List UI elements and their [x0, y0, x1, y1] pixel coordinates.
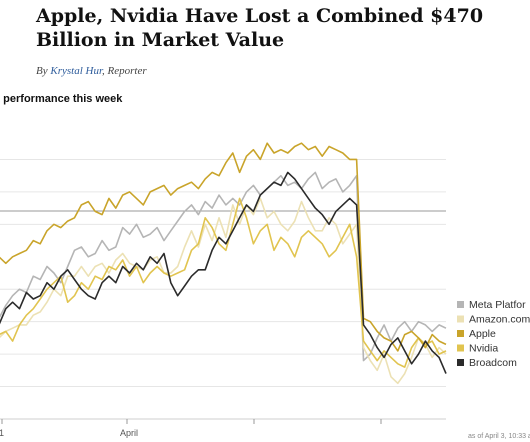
- legend-label: Apple: [469, 328, 496, 340]
- chart-title: k performance this week: [0, 93, 123, 105]
- x-axis-ticks: ch 31 April: [0, 419, 382, 438]
- author-link[interactable]: Krystal Hur: [50, 65, 103, 77]
- legend-swatch: [457, 301, 464, 308]
- legend: Meta Platfor Amazon.com Apple Nvidia Broadco…: [457, 299, 530, 369]
- legend-label: Meta Platfor: [469, 299, 526, 311]
- legend-swatch: [457, 315, 464, 323]
- series-line-meta-platfor: [0, 171, 447, 362]
- author-role: , Reporter: [102, 65, 147, 77]
- byline: By Krystal Hur, Reporter: [36, 65, 147, 77]
- legend-label: Broadcom: [469, 357, 517, 369]
- headline: Apple, Nvidia Have Lost a Combined $470 …: [36, 5, 484, 51]
- legend-swatch: [457, 359, 464, 366]
- legend-label: Nvidia: [469, 343, 498, 355]
- legend-swatch: [457, 344, 464, 352]
- gridlines: [0, 158, 446, 388]
- legend-swatch: [457, 330, 464, 337]
- byline-prefix: By: [36, 65, 51, 77]
- series-line-nvidia: [0, 197, 447, 368]
- series-line-apple: [0, 142, 447, 352]
- series-lines: [0, 142, 447, 385]
- source-footnote: as of April 3, 10:33 a.m.: [468, 433, 530, 440]
- series-line-amazon-com: [0, 197, 447, 385]
- x-tick-label: April: [120, 428, 138, 438]
- x-tick-label: ch 31: [0, 428, 4, 438]
- legend-label: Amazon.com: [469, 314, 530, 326]
- series-line-broadcom: [0, 171, 447, 374]
